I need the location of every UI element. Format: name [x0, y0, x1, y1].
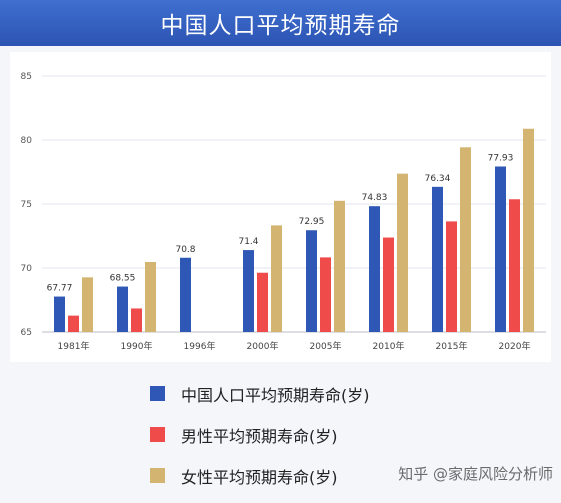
bar-series3-4 [334, 200, 345, 332]
bar-series1-2 [180, 257, 191, 332]
bar-series2-0 [68, 315, 79, 332]
y-tick-label: 70 [21, 264, 33, 274]
bar-series3-6 [460, 147, 471, 332]
bar-series3-7 [523, 128, 534, 332]
x-tick-label: 1996年 [184, 340, 216, 352]
legend-item: 男性平均预期寿命(岁) [150, 421, 510, 448]
data-label: 71.4 [238, 237, 258, 247]
watermark-text: 知乎 @家庭风险分析师 [398, 465, 553, 483]
y-tick-label: 75 [21, 200, 32, 210]
bar-series1-0 [54, 296, 65, 332]
legend-swatch [150, 386, 165, 401]
bar-series2-4 [320, 257, 331, 332]
bar-series1-3 [243, 250, 254, 332]
data-label: 76.34 [425, 174, 451, 184]
x-tick-label: 2015年 [436, 340, 468, 352]
bar-series2-7 [509, 199, 520, 332]
bar-series2-3 [257, 272, 268, 332]
data-label: 74.83 [362, 193, 388, 203]
y-tick-label: 65 [21, 328, 32, 338]
x-tick-label: 2010年 [373, 340, 405, 352]
x-tick-label: 2020年 [499, 340, 531, 352]
chart-legend: 中国人口平均预期寿命(岁) 男性平均预期寿命(岁) 女性平均预期寿命(岁) [150, 380, 510, 503]
y-tick-label: 80 [21, 136, 33, 146]
bar-series1-7 [495, 166, 506, 332]
x-tick-label: 1981年 [58, 340, 90, 352]
x-tick-label: 2005年 [310, 340, 342, 352]
bar-series1-6 [432, 186, 443, 332]
y-tick-label: 85 [21, 72, 32, 82]
bar-series3-5 [397, 173, 408, 332]
bar-series2-1 [131, 308, 142, 332]
data-label: 77.93 [488, 153, 514, 163]
x-tick-label: 1990年 [121, 340, 153, 352]
data-label: 70.8 [175, 245, 195, 255]
bar-series1-1 [117, 286, 128, 332]
data-label: 67.77 [47, 284, 73, 294]
bar-series2-5 [383, 237, 394, 332]
legend-item: 中国人口平均预期寿命(岁) [150, 380, 510, 407]
bar-series1-5 [369, 206, 380, 332]
legend-swatch [150, 427, 165, 442]
bar-series1-4 [306, 230, 317, 332]
legend-item: 女性平均预期寿命(岁) [150, 462, 510, 489]
data-label: 72.95 [299, 217, 325, 227]
x-tick-label: 2000年 [247, 340, 279, 352]
bar-series3-1 [145, 261, 156, 332]
bar-series3-0 [82, 277, 93, 332]
legend-swatch [150, 468, 165, 483]
legend-label: 女性平均预期寿命(岁) [181, 467, 338, 487]
legend-label: 中国人口平均预期寿命(岁) [181, 385, 370, 405]
chart-header: 中国人口平均预期寿命 [0, 0, 561, 46]
chart-title: 中国人口平均预期寿命 [160, 13, 401, 39]
data-label: 68.55 [110, 274, 136, 284]
legend-label: 男性平均预期寿命(岁) [181, 426, 338, 446]
bar-series3-3 [271, 225, 282, 332]
bar-chart: 65 70 75 80 85 67.77 1981年 68.55 1990年 70.8 1996年 7… [21, 72, 546, 352]
bar-series2-6 [446, 221, 457, 332]
